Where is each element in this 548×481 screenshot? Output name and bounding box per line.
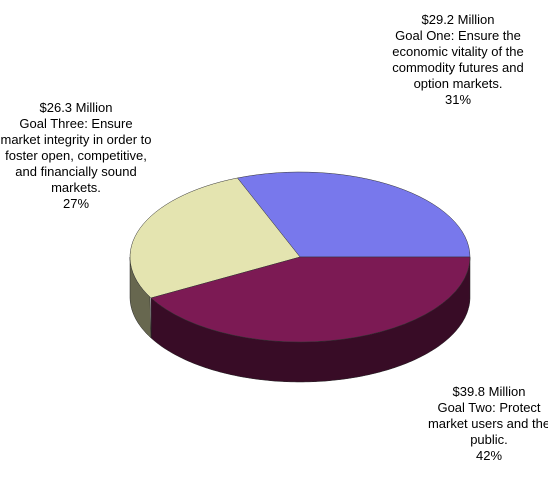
percent-label: 27% bbox=[62, 196, 90, 211]
amount-label: $29.2 Million bbox=[421, 12, 495, 27]
category-label: Goal One: Ensure the economic vitality o… bbox=[392, 28, 524, 91]
slice bbox=[129, 177, 301, 299]
amount-label: $39.8 Million bbox=[452, 384, 526, 399]
amount-label: $26.3 Million bbox=[39, 100, 113, 115]
slice bbox=[236, 171, 471, 258]
slice bbox=[150, 256, 471, 343]
category-label: Goal Two: Protect market users and the p… bbox=[427, 400, 548, 447]
percent-label: 42% bbox=[475, 448, 503, 463]
slice-label: $26.3 Million Goal Three: Ensure market i… bbox=[0, 100, 152, 212]
category-label: Goal Three: Ensure market integrity in o… bbox=[0, 116, 152, 195]
percent-label: 31% bbox=[444, 92, 472, 107]
slice-label: $29.2 Million Goal One: Ensure the econom… bbox=[383, 12, 533, 108]
slice-label: $39.8 Million Goal Two: Protect market us… bbox=[420, 384, 548, 464]
